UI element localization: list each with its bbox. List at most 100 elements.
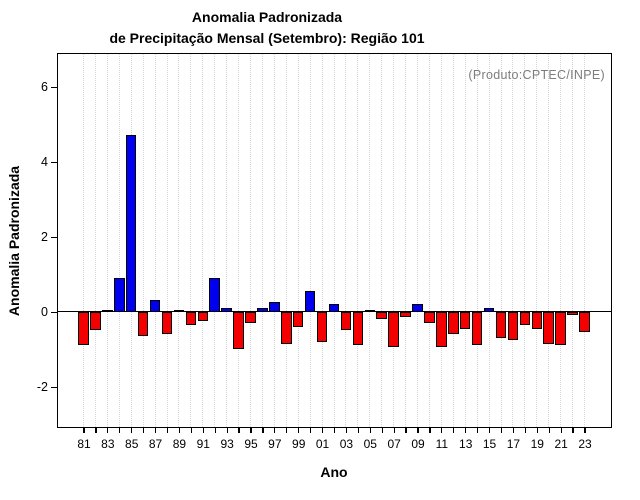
x-tick-label-2023: 23 (578, 437, 592, 451)
plot-inner (58, 54, 611, 427)
bar-2012 (448, 311, 459, 335)
chart-title-line2: de Precipitação Mensal (Setembro): Regiã… (109, 30, 425, 46)
bar-2023 (579, 311, 590, 333)
bar-1999 (292, 311, 304, 327)
gridline-2003 (345, 54, 347, 427)
x-tick-1989 (178, 428, 181, 433)
gridline-2006 (381, 54, 383, 427)
x-tick-2020 (548, 428, 550, 433)
gridline-1989 (178, 54, 180, 427)
x-tick-2021 (560, 428, 562, 433)
bar-1984 (114, 277, 125, 312)
x-tick-label-1995: 95 (244, 437, 258, 451)
x-tick-1984 (119, 428, 121, 433)
gridline-2017 (512, 54, 514, 427)
gridline-1994 (238, 54, 240, 427)
y-tick-label-4: 4 (41, 155, 48, 170)
gridline-2023 (584, 54, 585, 427)
y-tick-6 (51, 86, 58, 88)
gridline-2005 (369, 54, 371, 427)
x-tick-label-2019: 19 (530, 437, 544, 451)
bar-1982 (90, 311, 101, 331)
x-tick-label-2005: 05 (363, 437, 377, 451)
gridline-1981 (83, 54, 84, 427)
gridline-2007 (393, 54, 395, 427)
y-tick-4 (51, 161, 58, 163)
x-tick-2004 (357, 428, 359, 433)
x-tick-label-2015: 15 (482, 437, 497, 451)
chart-title: Anomalia Padronizada de Precipitação Men… (0, 7, 534, 49)
x-tick-2008 (405, 428, 407, 433)
bar-1990 (185, 311, 197, 325)
x-tick-2000 (310, 428, 312, 433)
bar-2014 (471, 311, 483, 346)
gridline-2001 (321, 54, 323, 427)
x-tick-label-1985: 85 (125, 437, 139, 451)
y-tick-label-6: 6 (41, 80, 48, 95)
x-tick-label-1983: 83 (101, 437, 115, 451)
gridline-1995 (250, 54, 251, 427)
gridline-2022 (572, 54, 574, 427)
bar-2019 (531, 311, 543, 329)
gridline-1983 (106, 54, 108, 427)
gridline-1986 (142, 54, 144, 427)
gridline-2008 (405, 54, 407, 427)
x-tick-1992 (214, 428, 216, 433)
gridline-2018 (524, 54, 526, 427)
y-axis-label: Anomalia Padronizada (6, 165, 22, 317)
x-tick-1983 (107, 428, 109, 433)
gridline-2002 (333, 54, 335, 427)
bar-1986 (137, 311, 149, 336)
x-tick-2018 (524, 428, 526, 433)
x-tick-label-1999: 99 (292, 437, 306, 451)
gridline-1997 (273, 54, 275, 427)
x-tick-1995 (250, 428, 252, 433)
gridline-1992 (214, 54, 216, 427)
gridline-2015 (488, 54, 490, 427)
x-tick-2014 (477, 428, 479, 433)
x-tick-1994 (238, 428, 240, 433)
gridline-2004 (357, 54, 359, 427)
x-tick-label-2007: 07 (387, 437, 401, 451)
x-tick-label-2017: 17 (506, 437, 521, 451)
gridline-1982 (94, 54, 96, 427)
gridline-2009 (417, 54, 418, 427)
gridline-2020 (548, 54, 550, 427)
x-tick-label-2021: 21 (554, 437, 568, 451)
bar-1992 (209, 277, 220, 312)
gridline-1987 (154, 54, 156, 427)
x-tick-2019 (536, 428, 538, 433)
x-tick-1996 (262, 428, 264, 433)
bar-2013 (459, 311, 471, 329)
x-tick-label-2001: 01 (315, 437, 330, 451)
x-tick-1990 (190, 428, 192, 433)
x-tick-2012 (453, 428, 455, 433)
x-tick-1986 (143, 428, 145, 433)
bar-2011 (436, 311, 447, 348)
gridline-1988 (166, 54, 168, 427)
bar-2020 (543, 311, 554, 344)
gridline-1984 (118, 54, 120, 427)
gridline-1996 (261, 54, 263, 427)
gridline-2011 (440, 54, 442, 427)
x-tick-1998 (286, 428, 288, 433)
x-tick-2017 (512, 428, 515, 433)
bar-2016 (495, 311, 507, 338)
chart-title-line1: Anomalia Padronizada (191, 9, 343, 25)
x-tick-1988 (166, 428, 169, 433)
gridline-2014 (476, 54, 478, 427)
gridline-2010 (428, 54, 430, 427)
x-tick-2016 (500, 428, 503, 433)
x-tick-label-1991: 91 (196, 437, 210, 451)
x-tick-1997 (274, 428, 276, 433)
bar-1995 (245, 311, 256, 323)
gridline-1993 (226, 54, 228, 427)
bar-2010 (424, 311, 435, 323)
bar-2003 (340, 311, 352, 331)
x-tick-2005 (369, 428, 371, 433)
x-tick-2009 (417, 428, 419, 433)
y-tick-label-0: 0 (41, 305, 48, 320)
bar-1985 (125, 135, 137, 312)
x-tick-1993 (226, 428, 228, 433)
